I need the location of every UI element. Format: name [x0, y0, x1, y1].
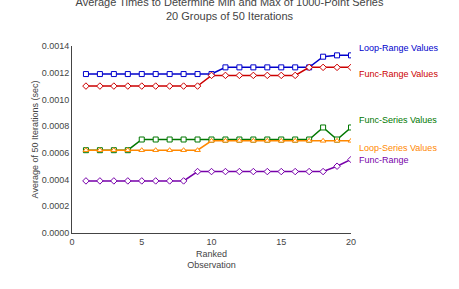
svg-text:10: 10 — [206, 237, 216, 247]
svg-text:Average of 50 Iterations (sec): Average of 50 Iterations (sec) — [30, 81, 40, 199]
svg-text:0: 0 — [69, 237, 74, 247]
svg-text:Func-Series Values: Func-Series Values — [359, 115, 437, 125]
svg-text:Func-Range: Func-Range — [359, 155, 409, 165]
svg-text:0.0006: 0.0006 — [42, 148, 70, 158]
svg-text:Loop-Series Values: Loop-Series Values — [359, 143, 437, 153]
svg-text:0.0012: 0.0012 — [42, 68, 70, 78]
svg-text:15: 15 — [276, 237, 286, 247]
svg-text:5: 5 — [139, 237, 144, 247]
svg-text:0.0008: 0.0008 — [42, 121, 70, 131]
svg-text:Average Times to Determine Min: Average Times to Determine Min and Max o… — [76, 0, 384, 22]
svg-text:0.0002: 0.0002 — [42, 201, 70, 211]
svg-text:0.0000: 0.0000 — [42, 228, 70, 238]
svg-text:Func-Range Values: Func-Range Values — [359, 69, 438, 79]
svg-text:0.0010: 0.0010 — [42, 95, 70, 105]
svg-text:20: 20 — [346, 237, 356, 247]
svg-text:Loop-Range Values: Loop-Range Values — [359, 43, 438, 53]
svg-text:0.0014: 0.0014 — [42, 41, 70, 51]
svg-text:0.0004: 0.0004 — [42, 175, 70, 185]
svg-text:RankedObservation: RankedObservation — [187, 249, 236, 271]
